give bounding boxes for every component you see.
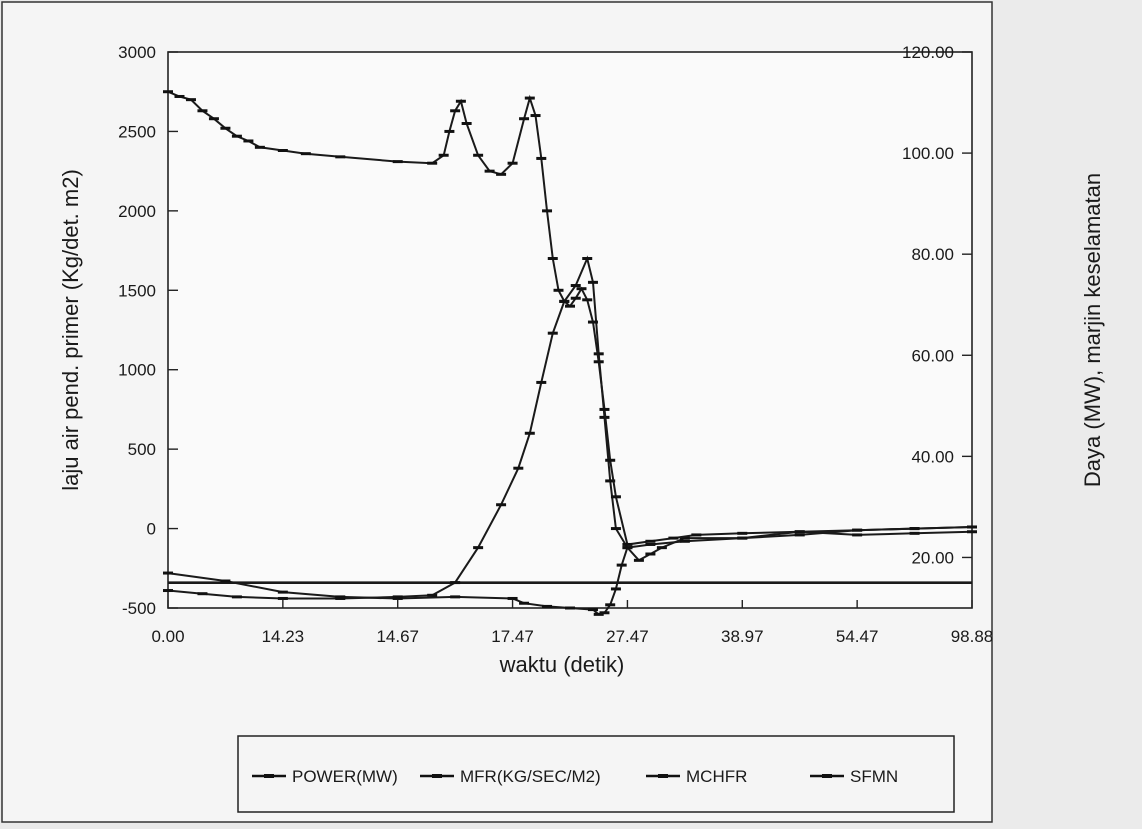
y-tick-label-right: 60.00 <box>911 346 954 365</box>
legend-label: POWER(MW) <box>292 767 398 786</box>
y-tick-label-left: 1500 <box>118 281 156 300</box>
y-tick-label-left: 3000 <box>118 43 156 62</box>
legend-label: SFMN <box>850 767 898 786</box>
x-tick-label: 38.97 <box>721 627 764 646</box>
y-tick-label-left: 0 <box>147 520 156 539</box>
plot-area <box>167 51 973 609</box>
legend-label: MCHFR <box>686 767 747 786</box>
x-tick-label: 14.67 <box>376 627 419 646</box>
series-line <box>167 255 973 600</box>
y-tick-label-left: 1000 <box>118 361 156 380</box>
y-tick-label-left: -500 <box>122 599 156 618</box>
legend-label: MFR(KG/SEC/M2) <box>460 767 601 786</box>
series-3 <box>163 90 977 546</box>
legend: POWER(MW) MFR(KG/SEC/M2) MCHFR SFMN <box>237 735 955 813</box>
y-tick-label-left: 500 <box>128 440 156 459</box>
y-tick-label-right: 20.00 <box>911 548 954 567</box>
y-tick-label-right: 40.00 <box>911 447 954 466</box>
y-axis-label-left: laju air pend. primer (Kg/det. m2) <box>58 169 83 491</box>
y-tick-label-right: 100.00 <box>902 144 954 163</box>
x-tick-label: 27.47 <box>606 627 649 646</box>
y-tick-label-left: 2500 <box>118 122 156 141</box>
x-tick-label: 17.47 <box>491 627 534 646</box>
x-axis-label: waktu (detik) <box>499 652 625 677</box>
x-tick-label: 0.00 <box>151 627 184 646</box>
y-axis-label-right: Daya (MW), marjin keselamatan <box>1080 173 1105 487</box>
y-tick-label-left: 2000 <box>118 202 156 221</box>
x-tick-label: 14.23 <box>262 627 305 646</box>
y-tick-label-right: 120.00 <box>902 43 954 62</box>
y-tick-label-right: 80.00 <box>911 245 954 264</box>
x-tick-label: 54.47 <box>836 627 879 646</box>
legend-box <box>237 735 955 813</box>
x-tick-label: 98.88 <box>951 627 994 646</box>
